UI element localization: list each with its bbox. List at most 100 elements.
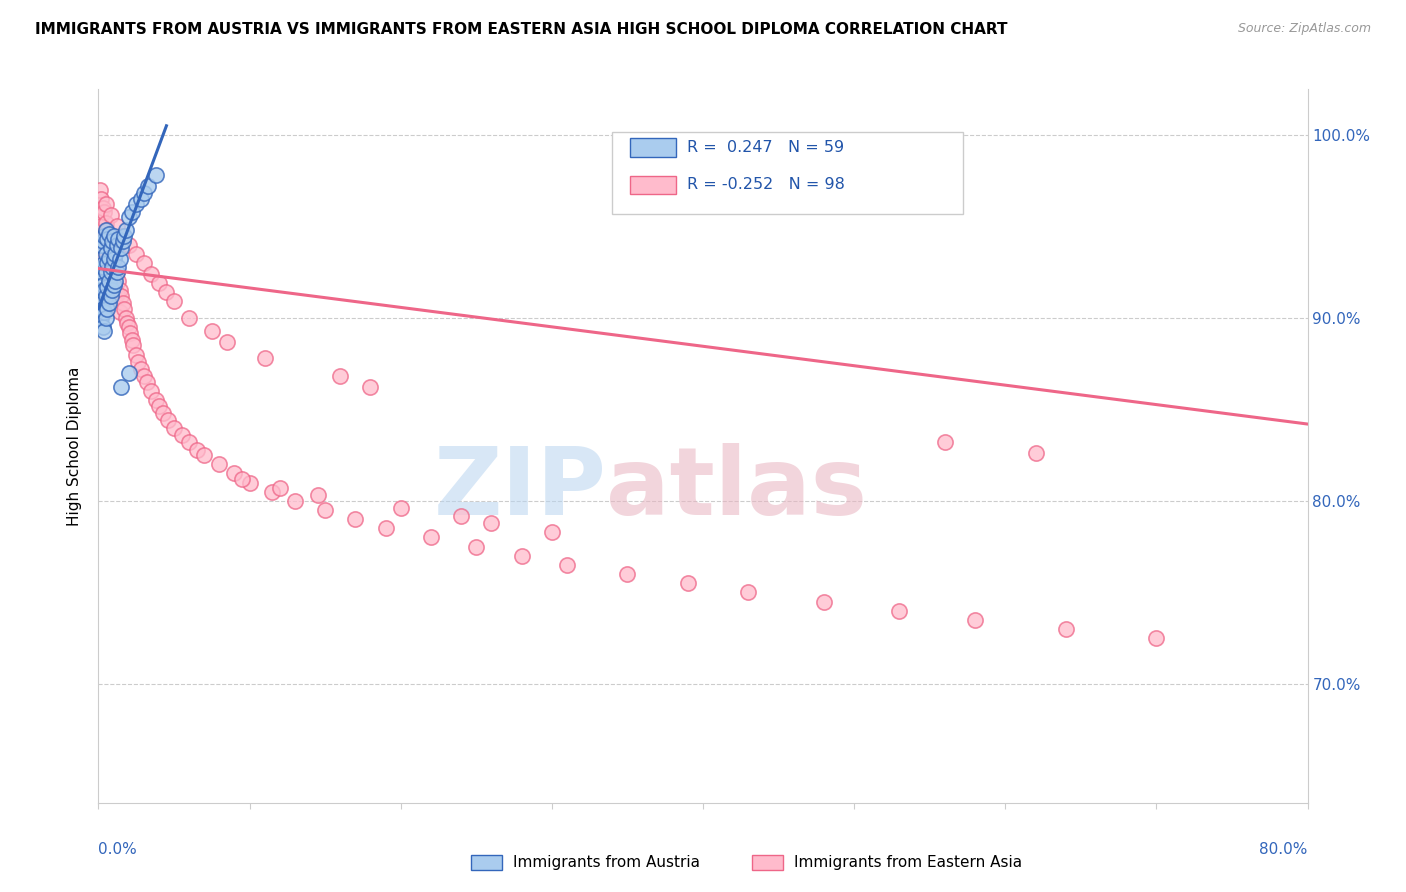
Point xyxy=(889,604,911,618)
Point xyxy=(125,347,148,361)
Point xyxy=(136,179,159,194)
Point xyxy=(253,351,276,366)
Point xyxy=(91,301,114,316)
Point xyxy=(104,282,127,296)
Point xyxy=(90,237,112,252)
Point xyxy=(215,334,238,349)
Point xyxy=(101,234,124,248)
Point xyxy=(155,285,177,300)
Point xyxy=(110,228,132,243)
Point xyxy=(94,265,117,279)
Point xyxy=(269,481,291,495)
Point xyxy=(89,211,111,225)
Point xyxy=(111,234,134,248)
Point xyxy=(118,211,141,225)
Point xyxy=(93,228,115,243)
Text: Immigrants from Austria: Immigrants from Austria xyxy=(513,855,700,870)
Bar xyxy=(630,176,676,194)
Point xyxy=(118,320,141,334)
Point xyxy=(132,186,155,201)
Point xyxy=(103,252,125,267)
Point xyxy=(179,435,201,450)
Point xyxy=(93,204,115,219)
Point xyxy=(98,228,121,243)
Text: IMMIGRANTS FROM AUSTRIA VS IMMIGRANTS FROM EASTERN ASIA HIGH SCHOOL DIPLOMA CORR: IMMIGRANTS FROM AUSTRIA VS IMMIGRANTS FR… xyxy=(35,22,1008,37)
Point xyxy=(96,280,118,294)
Point xyxy=(98,252,121,267)
Point xyxy=(98,274,121,288)
Y-axis label: High School Diploma: High School Diploma xyxy=(67,367,83,525)
Text: atlas: atlas xyxy=(606,442,868,535)
Point xyxy=(110,380,132,394)
Point xyxy=(555,558,578,572)
Point xyxy=(112,228,135,243)
Point xyxy=(107,274,129,288)
Point xyxy=(103,228,125,243)
Point xyxy=(108,252,131,267)
Point xyxy=(344,512,367,526)
Point xyxy=(170,428,193,442)
Point xyxy=(465,540,488,554)
Point xyxy=(135,375,157,389)
Point xyxy=(389,501,412,516)
Point xyxy=(100,241,122,255)
Point xyxy=(208,458,231,472)
Point xyxy=(186,442,208,457)
Point xyxy=(107,232,129,246)
Point xyxy=(156,413,179,427)
Point xyxy=(121,204,143,219)
Point xyxy=(93,284,115,298)
Point xyxy=(510,549,533,563)
Point xyxy=(450,508,472,523)
Point xyxy=(93,256,115,270)
Point xyxy=(98,296,121,310)
Point xyxy=(616,567,638,582)
Point xyxy=(152,406,174,420)
Point xyxy=(540,524,562,539)
Point xyxy=(118,366,141,380)
Point xyxy=(96,223,118,237)
Point xyxy=(120,326,142,340)
Text: ZIP: ZIP xyxy=(433,442,606,535)
Point xyxy=(89,265,111,279)
Bar xyxy=(630,138,676,157)
Point xyxy=(105,219,128,234)
Point xyxy=(96,247,118,261)
Point xyxy=(90,219,112,234)
Point xyxy=(101,260,124,274)
Point xyxy=(118,237,141,252)
Point xyxy=(96,256,118,270)
Point xyxy=(104,274,127,288)
FancyBboxPatch shape xyxy=(613,132,963,214)
Point xyxy=(94,289,117,303)
Point xyxy=(100,265,122,279)
Point xyxy=(129,192,152,206)
Point xyxy=(112,301,135,316)
Point xyxy=(813,594,835,608)
Point xyxy=(93,305,115,319)
Point xyxy=(163,420,186,434)
Point xyxy=(111,296,134,310)
Point xyxy=(93,324,115,338)
Point xyxy=(141,267,163,281)
Point xyxy=(1024,446,1046,460)
Point xyxy=(90,284,112,298)
Point xyxy=(105,265,128,279)
Text: 80.0%: 80.0% xyxy=(1260,842,1308,857)
Point xyxy=(100,289,122,303)
Point xyxy=(100,260,122,274)
Point xyxy=(90,247,112,261)
Point xyxy=(307,488,329,502)
Point xyxy=(125,197,148,211)
Point xyxy=(96,232,118,246)
Text: 0.0%: 0.0% xyxy=(98,842,138,857)
Point xyxy=(98,251,121,265)
Point xyxy=(100,209,122,223)
Point xyxy=(90,310,112,325)
Point xyxy=(163,294,186,309)
Point xyxy=(132,369,155,384)
Point xyxy=(934,435,956,450)
Point xyxy=(110,241,132,255)
Point xyxy=(224,467,246,481)
Point xyxy=(89,183,111,197)
